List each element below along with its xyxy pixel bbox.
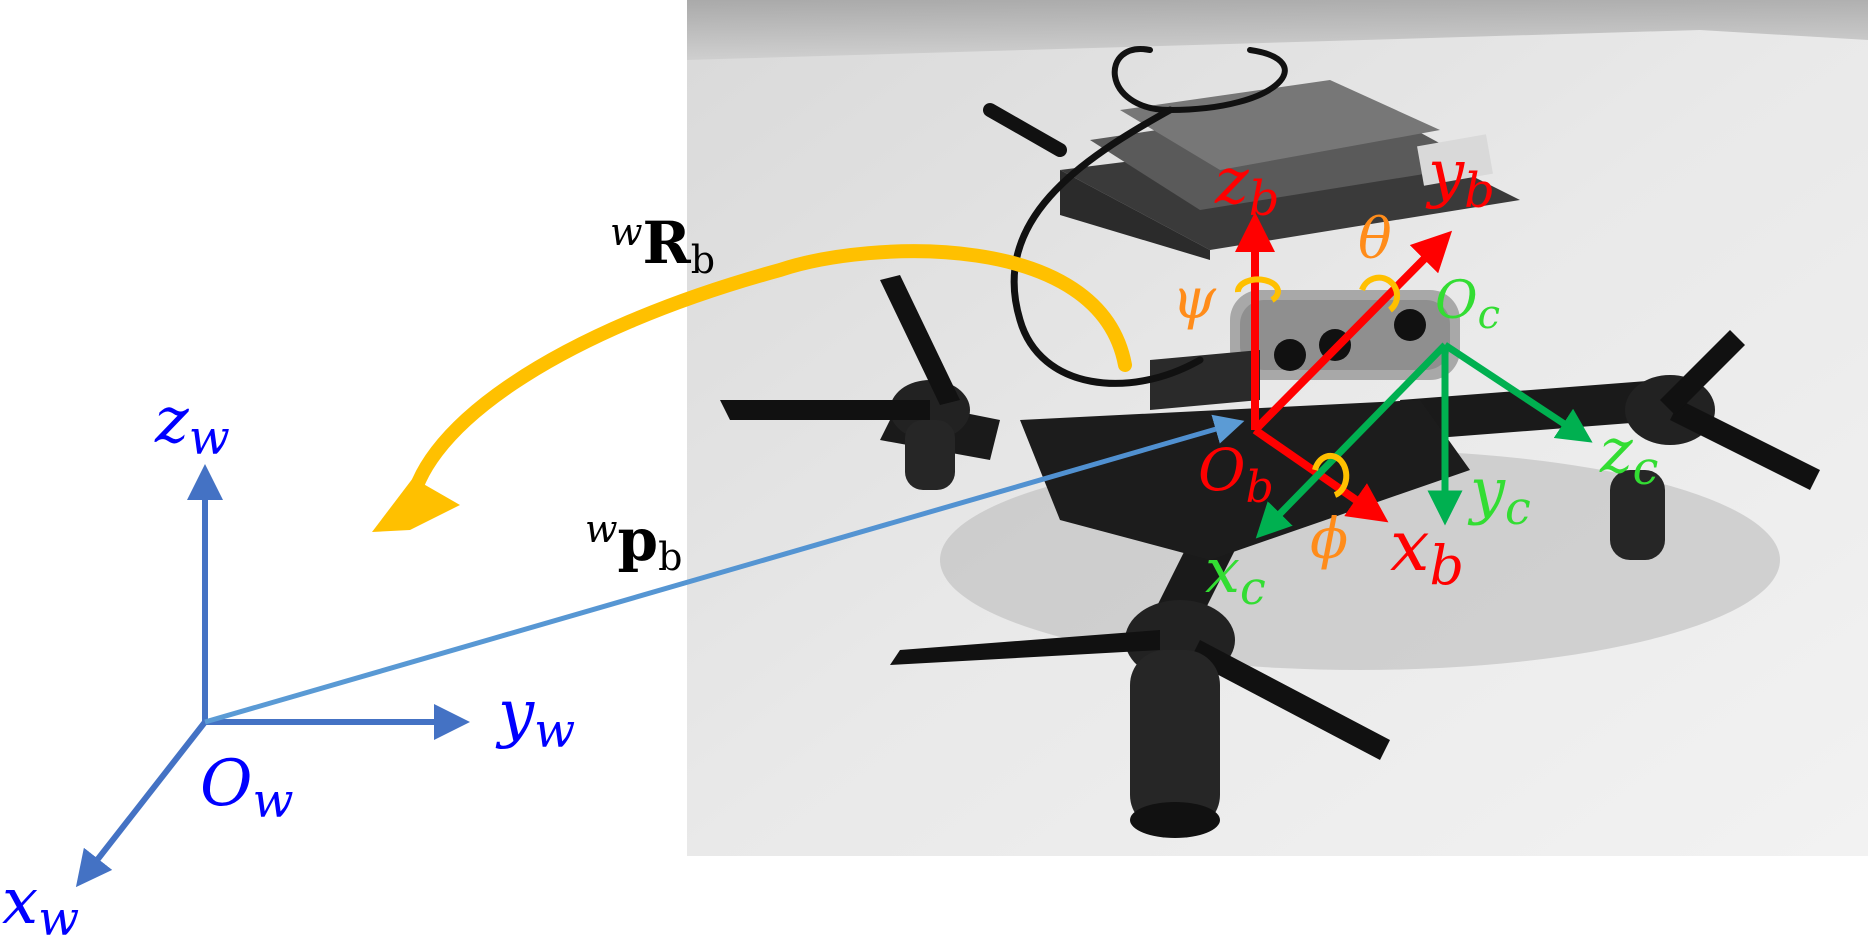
euler-indicators [1235,274,1401,498]
position-vector [204,414,1245,725]
camera-labels: Oc zc yc xc [1205,271,1658,615]
label-psi: ψ [1172,267,1217,332]
euler-labels: ψ θ ϕ [1172,207,1392,572]
label-yc: yc [1467,454,1531,535]
camera-x-axis [1255,342,1448,539]
label-zb: zb [1214,145,1279,227]
label-xw: xw [2,865,79,947]
label-yb: yb [1425,137,1495,219]
propeller-front-left [890,520,1390,838]
label-zc: zc [1599,414,1658,495]
label-ob: Ob [1198,436,1274,513]
world-frame [75,464,470,888]
world-labels: zw yw Ow xw [2,384,575,947]
propeller-rear-left [720,275,1000,490]
label-ow: Ow [200,747,294,829]
propeller-rear-right [1400,330,1820,560]
drone-photo [687,0,1868,856]
label-yw: yw [495,677,575,759]
label-phi: ϕ [1310,507,1348,572]
camera-frame [1255,342,1593,539]
label-xc: xc [1205,534,1266,615]
label-theta: θ [1358,207,1392,272]
label-oc: Oc [1435,271,1500,338]
roll-rotation-icon [1312,452,1350,498]
label-wRb: wRb [610,209,715,282]
world-x-axis [75,720,208,888]
body-labels: zb yb Ob xb [1198,137,1495,597]
camera-z-axis [1443,342,1593,443]
body-frame [1235,212,1453,523]
body-y-axis [1252,230,1453,433]
yaw-rotation-icon [1235,276,1281,303]
label-wpb: wpb [585,506,682,579]
label-zw: zw [154,384,230,466]
pitch-rotation-icon [1359,274,1401,313]
rotation-arrow [372,244,1132,532]
body-x-axis [1252,426,1389,523]
transform-labels: wRb wpb [585,209,715,579]
label-xb: xb [1390,505,1464,597]
drone-cables [983,46,1288,387]
